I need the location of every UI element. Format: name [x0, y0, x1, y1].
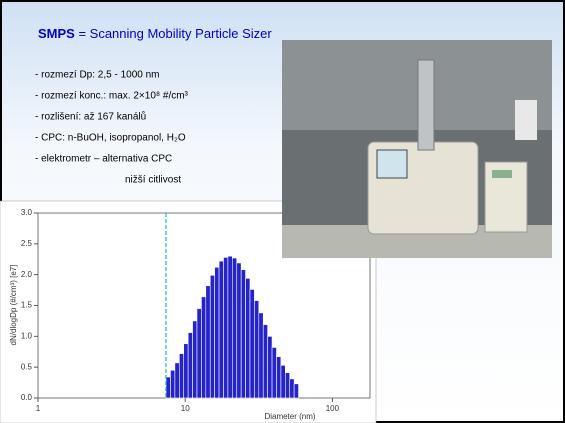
photo-column — [418, 60, 434, 150]
bullet: - CPC: n-BuOH, isopropanol, H₂O — [35, 133, 186, 144]
title-rest: = Scanning Mobility Particle Sizer — [75, 26, 273, 41]
bar — [210, 275, 214, 398]
y-tick-label: 1.5 — [21, 301, 33, 310]
bar — [197, 309, 201, 398]
x-tick-label: 100 — [326, 404, 340, 413]
bar — [193, 321, 197, 398]
bar — [219, 261, 223, 398]
x-tick-label: 1 — [36, 404, 41, 413]
bullet-note: nižší citlivost — [125, 175, 181, 186]
bar — [254, 301, 258, 398]
y-tick-label: 0.5 — [21, 362, 33, 371]
bar — [263, 325, 267, 398]
bar — [223, 257, 227, 398]
bar — [276, 357, 280, 398]
bar — [250, 289, 254, 398]
bar — [166, 377, 170, 398]
photo-bottle — [515, 100, 537, 140]
bar — [281, 365, 285, 398]
x-axis-label: Diameter (nm) — [264, 412, 315, 421]
y-tick-label: 1.0 — [21, 331, 33, 340]
photo-cpc-display — [492, 170, 512, 178]
bullet: - rozmezí konc.: max. 2×10⁸ #/cm³ — [35, 91, 189, 102]
title-bold: SMPS — [38, 26, 75, 41]
bar — [175, 363, 179, 398]
slide: SMPS = Scanning Mobility Particle Sizer … — [0, 0, 565, 423]
y-tick-label: 2.5 — [21, 239, 33, 248]
bar — [285, 373, 289, 398]
bar — [290, 379, 294, 398]
bar — [201, 297, 205, 398]
y-tick-label: 0.0 — [21, 393, 33, 402]
bar — [237, 263, 241, 398]
bullet: - elektrometr – alternativa CPC — [35, 154, 172, 165]
x-tick-label: 10 — [181, 404, 190, 413]
bar — [188, 333, 192, 398]
photo-wall — [282, 40, 552, 130]
bullet: - rozlišení: až 167 kanálů — [35, 111, 146, 123]
bar — [179, 354, 183, 398]
y-tick-label: 2.0 — [21, 270, 33, 279]
bullet: - rozmezí Dp: 2,5 - 1000 nm — [35, 70, 160, 81]
bar — [206, 286, 210, 398]
bar — [241, 270, 245, 398]
y-tick-label: 3.0 — [21, 208, 33, 217]
bar — [184, 344, 188, 398]
title: SMPS = Scanning Mobility Particle Sizer — [38, 26, 272, 41]
photo-screen — [377, 150, 407, 178]
bar — [228, 256, 232, 398]
bar — [170, 370, 174, 398]
bar — [246, 278, 250, 398]
bar — [232, 258, 236, 398]
photo — [282, 40, 552, 258]
bar — [268, 336, 272, 398]
bar — [272, 347, 276, 398]
page: SMPS = Scanning Mobility Particle Sizer … — [0, 0, 565, 423]
bar — [259, 313, 263, 398]
y-axis-label: dN/dlogDp (#/cm³) [e7] — [9, 265, 18, 346]
bar — [215, 267, 219, 398]
bar — [294, 384, 298, 398]
